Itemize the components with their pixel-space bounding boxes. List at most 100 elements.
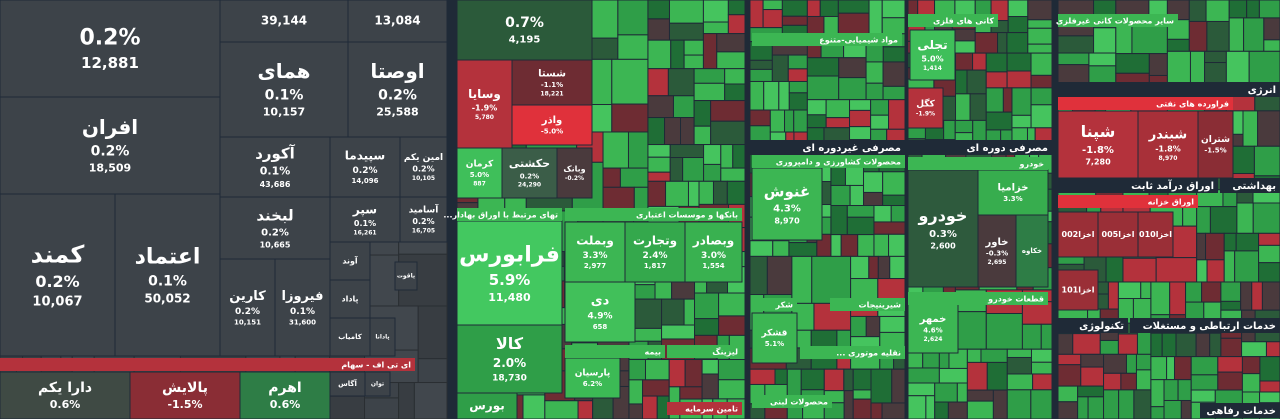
cell <box>1135 369 1152 391</box>
cell <box>1161 332 1177 358</box>
cell <box>668 359 686 388</box>
cell <box>819 0 839 17</box>
group-title: انرژی <box>1248 85 1276 96</box>
cell <box>1006 356 1032 375</box>
cell <box>693 82 726 102</box>
tile-value: 5.0% <box>921 55 943 64</box>
cell <box>1259 356 1280 382</box>
cell <box>1206 20 1230 52</box>
cell <box>1252 202 1280 234</box>
cell <box>647 180 667 207</box>
cell <box>1057 385 1079 403</box>
tile-label: افران <box>82 115 138 139</box>
cell <box>1217 356 1243 373</box>
cell <box>830 184 851 207</box>
tile-box <box>274 258 331 357</box>
tile-value: 10,665 <box>260 240 291 249</box>
cell <box>1258 0 1280 19</box>
cell <box>1027 19 1053 29</box>
group-title: ...تهای مرتبط با اوراق بهادار <box>443 211 558 220</box>
cell <box>1163 379 1179 401</box>
tile-value: 0.2% <box>412 164 434 173</box>
tile-box <box>564 221 626 283</box>
tile-label: وبملت <box>576 234 614 249</box>
cell <box>889 255 906 280</box>
cell <box>1209 206 1238 234</box>
cell <box>1150 332 1163 358</box>
tile-label: پارسیان <box>575 369 611 379</box>
group-header <box>752 298 797 311</box>
cell <box>718 292 746 317</box>
cell <box>749 109 771 127</box>
cell <box>1021 323 1042 350</box>
tile: دی 4.9%658 <box>564 281 636 343</box>
cell <box>865 61 884 84</box>
group-title: تامین سرمایه <box>685 405 738 414</box>
cell <box>1189 50 1206 86</box>
cell <box>1002 87 1013 113</box>
cell <box>1120 372 1137 391</box>
cell <box>1258 262 1280 283</box>
cell <box>888 233 906 257</box>
tile-label: امین یکم <box>404 153 443 163</box>
cell <box>985 111 1013 131</box>
tile-label: کرمان <box>466 160 494 170</box>
group-title: تکنولوژی <box>1079 321 1124 332</box>
cell <box>718 315 746 336</box>
group-title: مصرفی دوره ای <box>967 143 1049 154</box>
cell <box>806 114 827 129</box>
cell <box>693 125 712 146</box>
cell <box>1251 281 1263 311</box>
cell <box>1173 356 1192 381</box>
group-title: قطعات خودرو <box>987 295 1044 304</box>
cell <box>951 40 976 54</box>
tile-label: 13,084 <box>374 13 420 27</box>
cell <box>774 368 788 385</box>
cell <box>843 368 854 392</box>
cell <box>1115 53 1150 74</box>
tile-box <box>556 147 593 199</box>
group-title: فراورده های نفتی <box>1156 100 1229 109</box>
tile-box <box>977 169 1049 216</box>
cell <box>974 32 999 54</box>
cell <box>1217 371 1243 391</box>
tile: لبخند 0.2%10,665 <box>219 196 331 260</box>
cell <box>763 80 780 111</box>
cell <box>611 103 649 133</box>
tile-box <box>511 104 593 146</box>
tile-value: 6.2% <box>583 380 602 388</box>
cell <box>749 80 765 111</box>
tile-box <box>347 0 448 43</box>
cell <box>664 117 682 146</box>
tile-box <box>114 193 221 357</box>
tile-value: 0.1% <box>148 274 187 290</box>
cell <box>1259 380 1280 393</box>
tile: کگل -1.9% <box>907 87 944 129</box>
cell <box>846 205 875 218</box>
cell <box>849 184 865 207</box>
tile-label: وتجارت <box>633 234 677 249</box>
tile-box <box>1057 110 1139 179</box>
cell <box>1006 52 1032 72</box>
cell <box>806 99 827 116</box>
cell <box>793 109 808 133</box>
cell <box>806 75 840 101</box>
cell <box>850 278 879 301</box>
cell <box>843 390 854 419</box>
tile-label: شتران <box>1201 135 1230 145</box>
tile-value: 0.2% <box>520 172 539 180</box>
tile-value: -0.2% <box>565 175 584 182</box>
tile-value: 4,195 <box>509 34 541 45</box>
group-title: خدمات رفاهی <box>1206 406 1276 417</box>
cell <box>1057 364 1082 387</box>
tile: پادانا <box>369 317 396 357</box>
tile-value: 18,221 <box>540 90 563 97</box>
tile: همای 0.1%10,157 <box>219 41 349 138</box>
cell <box>668 22 704 41</box>
tile-box <box>1057 269 1099 311</box>
cell <box>823 15 839 35</box>
cell <box>693 68 726 84</box>
tile-box <box>329 371 366 397</box>
cell <box>694 292 720 320</box>
